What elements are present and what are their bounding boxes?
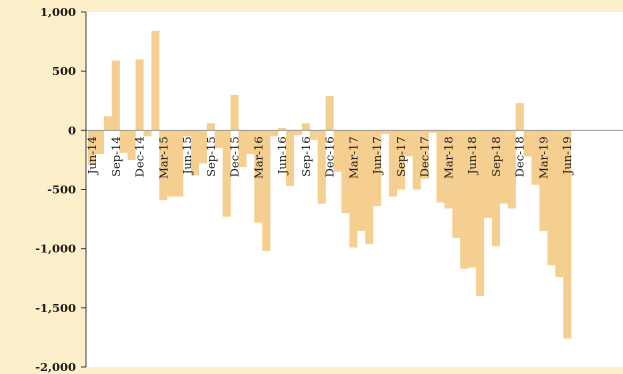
bar: [523, 130, 532, 157]
bar: [190, 130, 200, 176]
bar: [230, 94, 239, 131]
bar: [460, 130, 469, 269]
bar: [309, 130, 318, 140]
bar: [412, 130, 421, 190]
bar: [420, 130, 429, 179]
y-axis-ticks: 1,000 500 0 -500 -1,000 -1,500 -2,000: [35, 5, 86, 374]
x-tick-label: Mar-18: [441, 136, 455, 179]
bar: [183, 130, 192, 137]
bar: [563, 130, 572, 339]
bar: [246, 130, 255, 154]
bar: [317, 130, 326, 204]
bar: [333, 130, 342, 172]
bar: [381, 130, 390, 134]
bar: [373, 130, 382, 207]
x-tick-label: Dec-18: [513, 136, 527, 177]
x-tick-label: Mar-15: [156, 136, 170, 179]
x-tick-label: Jun-15: [180, 136, 194, 175]
bar: [151, 30, 160, 131]
bar: [238, 130, 247, 168]
bar: [222, 130, 231, 217]
bar-series: [88, 30, 572, 339]
bar: [539, 130, 548, 231]
bar: [293, 130, 302, 136]
y-tick-label: -1,000: [35, 242, 76, 256]
bar: [341, 130, 350, 214]
bar: [111, 60, 120, 131]
bar: [286, 130, 295, 186]
x-tick-label: Dec-14: [133, 136, 147, 177]
x-axis-ticks: Jun-14 Sep-14 Dec-14 Mar-15 Jun-15 Sep-15 Dec-…: [85, 136, 574, 179]
y-tick-label: 500: [52, 64, 76, 78]
bar: [396, 130, 405, 190]
bar: [547, 130, 556, 266]
bar: [365, 130, 374, 244]
x-tick-label: Mar-19: [536, 136, 550, 179]
bar: [444, 130, 453, 209]
bar: [198, 130, 207, 164]
bar: [499, 130, 508, 204]
bar: [515, 103, 524, 131]
x-tick-label: Sep-18: [489, 136, 503, 177]
bar: [436, 130, 445, 203]
x-tick-label: Sep-16: [299, 136, 313, 177]
x-tick-label: Dec-16: [323, 136, 337, 177]
bar: [357, 130, 366, 231]
y-tick-label: 0: [68, 123, 76, 137]
bar: [531, 130, 540, 185]
x-tick-label: Mar-17: [346, 136, 360, 179]
bar: [95, 130, 104, 154]
bar: [468, 130, 477, 268]
bar: [491, 130, 500, 247]
bar: [103, 116, 112, 131]
bar: [254, 130, 263, 223]
bar: [507, 130, 516, 209]
bar: [301, 123, 310, 131]
x-tick-label: Sep-15: [204, 136, 218, 177]
x-tick-label: Jun-19: [560, 136, 574, 175]
y-tick-label: -2,000: [35, 360, 76, 374]
x-tick-label: Mar-16: [251, 136, 265, 179]
bar: [428, 130, 437, 133]
bar: [135, 59, 144, 131]
bar: [262, 130, 271, 252]
bar: [270, 130, 279, 137]
bar: [88, 130, 97, 165]
bar: [278, 127, 287, 131]
bar: [476, 130, 485, 296]
bar: [119, 130, 128, 153]
x-tick-label: Sep-14: [109, 136, 123, 177]
x-tick-label: Jun-17: [370, 136, 384, 175]
bar: [214, 130, 223, 149]
bar: [388, 130, 398, 197]
x-tick-label: Jun-14: [85, 136, 99, 175]
bar: [452, 130, 461, 239]
bar: [127, 130, 136, 160]
bar: [143, 130, 152, 137]
y-tick-label: -1,500: [35, 301, 76, 315]
y-tick-label: 1,000: [40, 5, 76, 19]
x-tick-label: Dec-15: [228, 136, 242, 177]
x-tick-label: Sep-17: [394, 136, 408, 177]
bar: [159, 130, 168, 201]
x-tick-label: Jun-18: [465, 136, 479, 175]
bar: [404, 130, 413, 157]
bar: [175, 130, 184, 197]
bar: [325, 96, 334, 131]
bar: [484, 130, 493, 218]
bar: [206, 123, 215, 131]
bar: [555, 130, 564, 278]
y-tick-label: -500: [47, 183, 76, 197]
x-tick-label: Jun-16: [275, 136, 289, 175]
bar: [349, 130, 358, 248]
x-tick-label: Dec-17: [418, 136, 432, 177]
bar: [167, 130, 176, 197]
